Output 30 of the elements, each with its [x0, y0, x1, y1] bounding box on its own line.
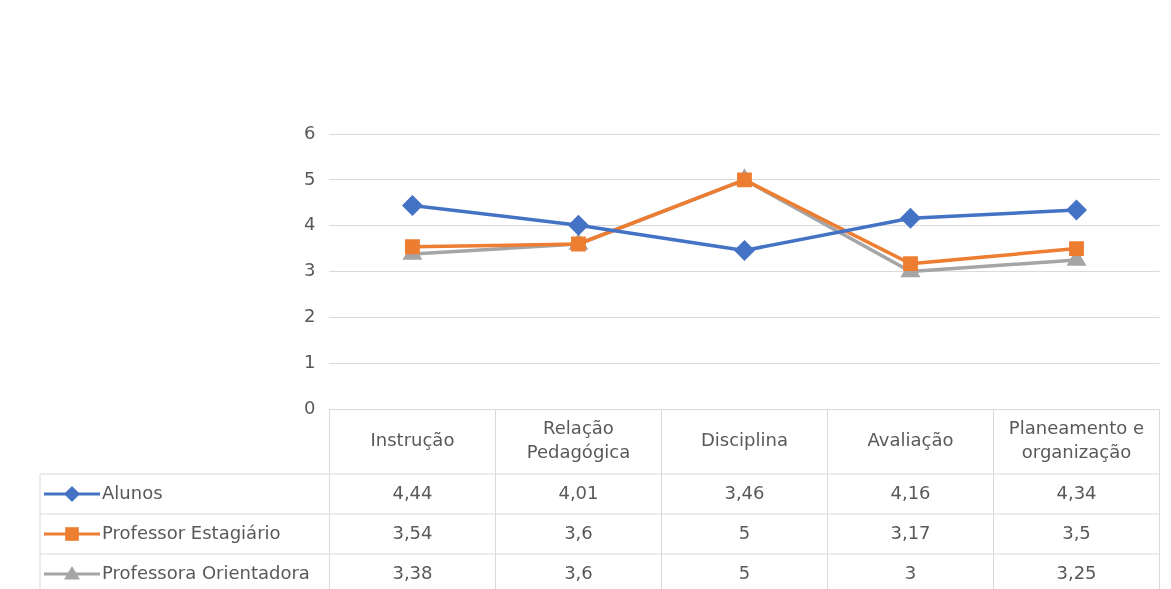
data-label: 3: [904, 561, 917, 583]
data-label: 3,6: [564, 521, 593, 543]
data-label: 4,34: [1056, 481, 1097, 503]
data-label: 3,17: [890, 521, 931, 543]
y-tick-label: 0: [304, 396, 316, 418]
y-tick-label: 6: [304, 121, 316, 143]
y-tick-label: 4: [304, 213, 316, 235]
legend-label: Professora Orientadora: [102, 561, 310, 583]
y-tick-label: 1: [304, 350, 316, 372]
x-tick-label: Avaliação: [867, 429, 954, 451]
data-label: 4,16: [890, 481, 931, 503]
legend-label: Alunos: [102, 481, 163, 503]
data-label: 3,46: [724, 481, 765, 503]
y-tick-label: 3: [304, 259, 316, 281]
data-label: 3,38: [392, 561, 433, 583]
data-label: 5: [738, 561, 751, 583]
x-tick-label: Disciplina: [700, 429, 788, 451]
data-label: 4,44: [392, 481, 433, 503]
x-tick-label: Planeamento e organização: [1008, 417, 1145, 463]
data-label: 3,6: [564, 561, 593, 583]
data-label: 3,54: [392, 521, 433, 543]
legend-label: Professor Estagiário: [102, 521, 281, 543]
x-tick-label: Relação Pedagógica: [526, 417, 631, 463]
x-tick-label: Instrução: [370, 429, 455, 451]
data-label: 3,25: [1056, 561, 1097, 583]
data-label: 3,5: [1062, 521, 1091, 543]
y-tick-label: 2: [304, 305, 316, 327]
y-tick-label: 5: [304, 167, 316, 189]
data-label: 5: [738, 521, 751, 543]
data-label: 4,01: [558, 481, 599, 503]
